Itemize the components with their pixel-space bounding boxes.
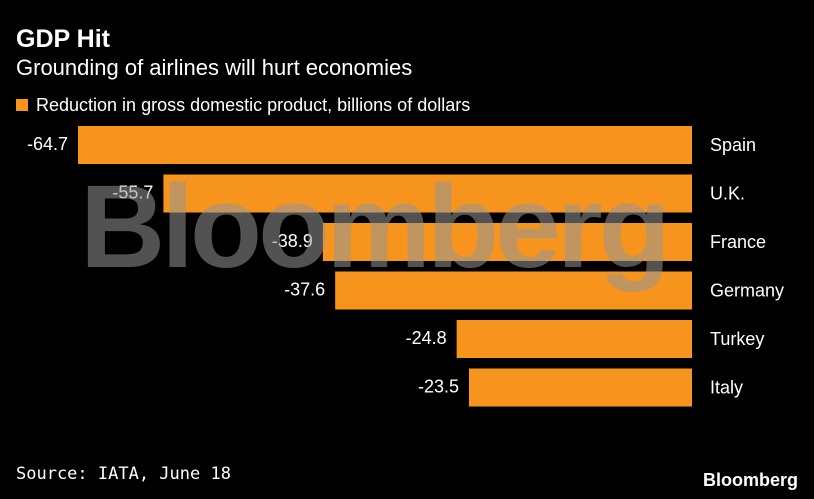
bar-germany	[335, 271, 692, 310]
bar-italy	[468, 368, 692, 407]
value-label: -55.7	[112, 183, 153, 203]
value-label: -37.6	[284, 280, 325, 300]
value-label: -24.8	[406, 328, 447, 348]
source-note: Source: IATA, June 18	[16, 464, 231, 484]
value-label: -64.7	[27, 134, 68, 154]
bar-france	[322, 223, 692, 261]
value-label: -23.5	[418, 377, 459, 397]
legend: Reduction in gross domestic product, bil…	[16, 93, 470, 117]
chart-title: GDP Hit	[16, 25, 110, 53]
legend-label: Reduction in gross domestic product, bil…	[36, 94, 471, 115]
value-label: -38.9	[272, 231, 313, 251]
category-label: France	[710, 232, 766, 252]
bloomberg-logo: Bloomberg	[702, 470, 798, 490]
legend-swatch	[16, 99, 28, 111]
category-label: Italy	[710, 378, 743, 398]
bar-turkey	[456, 320, 692, 358]
bar-spain	[78, 126, 692, 164]
category-label: Spain	[710, 135, 756, 155]
category-label: Germany	[710, 281, 784, 301]
bar-uk	[163, 174, 693, 213]
category-label: U.K.	[710, 184, 745, 204]
category-label: Turkey	[710, 329, 764, 349]
chart-subtitle: Grounding of airlines will hurt economie…	[16, 55, 413, 80]
